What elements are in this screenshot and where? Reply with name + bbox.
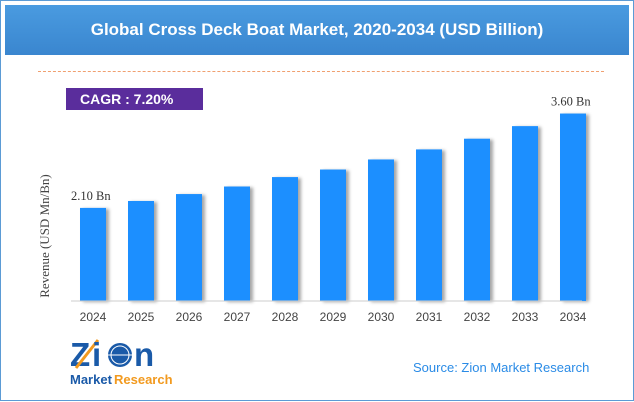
x-tick-label: 2029	[320, 310, 347, 324]
bar-2034	[560, 113, 586, 301]
x-tick-label: 2028	[272, 310, 299, 324]
bar-2027	[224, 186, 250, 301]
x-tick-label: 2032	[464, 310, 491, 324]
svg-text:i: i	[92, 336, 101, 373]
bar-2025	[128, 200, 154, 301]
bar-2030	[368, 159, 394, 301]
cagr-badge: CAGR : 7.20%	[66, 88, 203, 110]
bar-2031	[416, 149, 442, 301]
x-tick-label: 2031	[416, 310, 443, 324]
svg-text:Research: Research	[114, 372, 173, 387]
source-text: Source: Zion Market Research	[413, 360, 590, 375]
bar-2028	[272, 177, 298, 301]
bar-2026	[176, 194, 202, 301]
x-tick-label: 2030	[368, 310, 395, 324]
zion-logo: Z i n Market Research	[68, 336, 178, 393]
divider-line	[38, 71, 604, 72]
data-label-first: 2.10 Bn	[71, 189, 111, 203]
chart-title: Global Cross Deck Boat Market, 2020-2034…	[5, 5, 629, 55]
zion-logo-image: Z i n Market Research	[70, 336, 173, 387]
svg-text:Market: Market	[70, 372, 113, 387]
x-tick-label: 2034	[560, 310, 587, 324]
bar-2024	[80, 207, 106, 301]
x-tick-label: 2025	[128, 310, 155, 324]
x-tick-label: 2027	[224, 310, 251, 324]
data-label-last: 3.60 Bn	[551, 95, 591, 109]
svg-text:Z: Z	[70, 336, 90, 373]
x-tick-label: 2024	[80, 310, 107, 324]
bar-2029	[320, 169, 346, 301]
svg-text:n: n	[134, 336, 154, 373]
x-tick-label: 2026	[176, 310, 203, 324]
bar-2032	[464, 138, 490, 301]
bar-2033	[512, 126, 538, 302]
x-tick-label: 2033	[512, 310, 539, 324]
